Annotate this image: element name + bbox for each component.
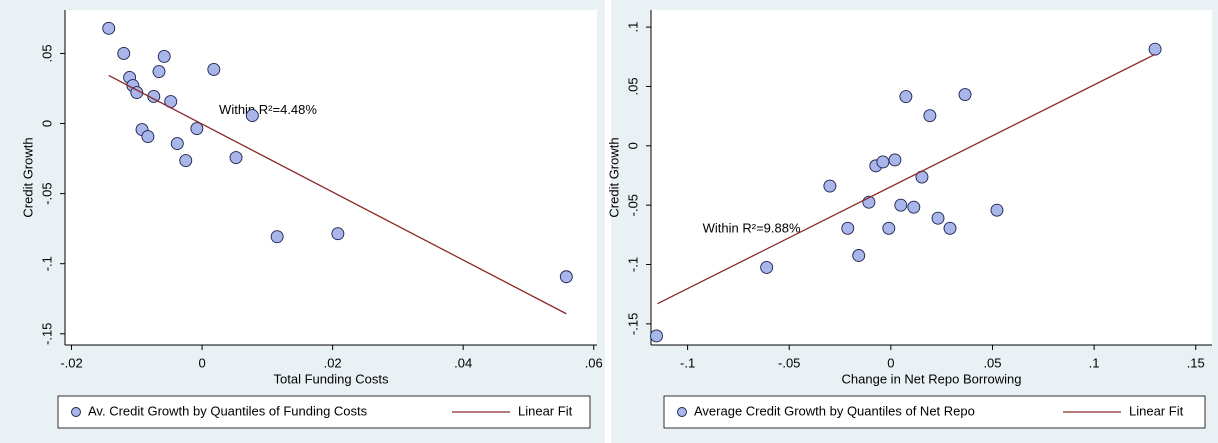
point (907, 200, 921, 214)
legend-label: Av. Credit Growth by Quantiles of Fundin… (88, 403, 368, 418)
y-tick-label: 0 (625, 142, 640, 149)
point (931, 211, 945, 225)
x-tick-label: 0 (887, 355, 894, 370)
panel: -.02 0 .02 .04 .06 .05 0 -.05 -.1 -.15 Total Fundi… (0, 0, 605, 443)
x-tick-label: .15 (1187, 355, 1205, 370)
x-tick-label: .04 (454, 355, 472, 370)
annotation: Within R²=4.48% (219, 102, 317, 117)
x-tick-label: .06 (585, 355, 603, 370)
point (331, 227, 345, 241)
panel: -.1 -.05 0 .05 .1 .15 .1 .05 0 -.05 -.1 -.15 Change … (606, 0, 1218, 443)
x-tick-label: .05 (983, 355, 1001, 370)
x-tick-label: .02 (324, 355, 342, 370)
point (102, 21, 116, 35)
point (157, 49, 171, 63)
point (888, 153, 902, 167)
legend-label: Average Credit Growth by Quantiles of Ne… (694, 403, 975, 418)
y-tick-label: -.05 (39, 182, 54, 204)
x-tick-label: 0 (198, 355, 205, 370)
plot-area (65, 10, 597, 345)
x-axis-title: Change in Net Repo Borrowing (842, 371, 1022, 386)
point (270, 230, 284, 244)
x-tick-label: -.02 (60, 355, 82, 370)
y-tick-label: -.1 (625, 257, 640, 272)
point (923, 109, 937, 123)
x-tick-label: -.05 (778, 355, 800, 370)
legend-label: Linear Fit (518, 403, 573, 418)
point (990, 203, 1004, 217)
point (245, 109, 259, 122)
y-tick-label: .05 (39, 44, 54, 62)
y-tick-label: -.05 (625, 194, 640, 216)
y-axis-title: Credit Growth (20, 137, 35, 217)
fit-line (108, 74, 567, 315)
point (141, 130, 155, 144)
point (559, 270, 573, 284)
annotation: Within R²=9.88% (703, 221, 801, 236)
point (1148, 42, 1162, 56)
point (207, 62, 221, 76)
y-tick-label: .05 (625, 77, 640, 95)
point (899, 90, 913, 103)
point (650, 329, 663, 343)
legend-marker (677, 407, 687, 417)
point (894, 198, 908, 212)
point (117, 47, 131, 60)
y-tick-label: .1 (625, 22, 640, 33)
legend-label: Linear Fit (1129, 403, 1184, 418)
point (841, 221, 855, 235)
point (823, 179, 837, 193)
point (152, 65, 166, 78)
x-tick-label: -.1 (680, 355, 695, 370)
y-tick-label: 0 (39, 120, 54, 127)
point (170, 137, 184, 151)
legend-marker (71, 407, 81, 417)
point (190, 122, 204, 136)
y-tick-label: -.15 (625, 313, 640, 335)
y-tick-label: -.1 (39, 256, 54, 271)
point (943, 221, 957, 235)
point (229, 151, 243, 165)
plot-area (651, 10, 1212, 345)
fit-line (657, 53, 1156, 305)
x-tick-label: .1 (1089, 355, 1100, 370)
point (882, 221, 896, 235)
point (958, 88, 972, 101)
point (760, 261, 774, 274)
y-tick-label: -.15 (39, 323, 54, 345)
x-axis-title: Total Funding Costs (274, 371, 389, 386)
point (876, 155, 890, 169)
point (852, 249, 866, 262)
y-axis-title: Credit Growth (606, 137, 621, 217)
point (179, 154, 193, 167)
